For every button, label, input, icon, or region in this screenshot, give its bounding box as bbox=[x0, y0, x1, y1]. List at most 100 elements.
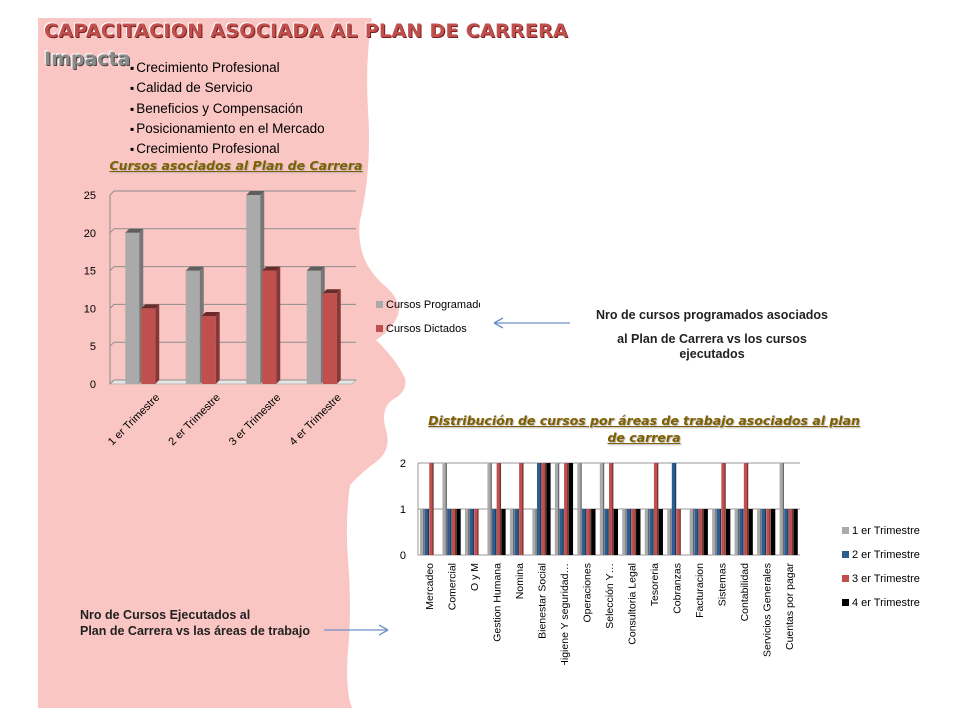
chart2-svg: 0 1 2 Mercadeo Comercial O y M Gestion Humana N… bbox=[400, 458, 920, 665]
note-top-line: ejecutados bbox=[679, 347, 745, 361]
chart2-bar bbox=[541, 463, 546, 555]
chart2-bar bbox=[456, 509, 461, 555]
note-top: Nro de cursos programados asociados al P… bbox=[586, 306, 838, 361]
chart2-bar bbox=[564, 463, 569, 555]
chart1-title: Cursos asociados al Plan de Carrera bbox=[109, 158, 363, 173]
chart2-bar bbox=[743, 463, 748, 555]
chart1-ytick-label: 5 bbox=[90, 341, 96, 353]
chart2-bar-side bbox=[675, 463, 677, 555]
chart2-bar bbox=[689, 509, 694, 555]
chart1-gridline bbox=[109, 379, 115, 385]
chart2-bar-side bbox=[706, 509, 708, 555]
chart1-ytick-label: 25 bbox=[84, 190, 96, 202]
chart1-bar-top bbox=[185, 266, 204, 271]
chart2-legend-label: 3 er Trimestre bbox=[852, 573, 920, 585]
chart1-bar-top bbox=[201, 311, 220, 316]
chart2-bar bbox=[766, 509, 771, 555]
chart2-bar-side bbox=[535, 509, 537, 555]
chart2-bar bbox=[631, 509, 636, 555]
chart2-category-label: Tesoreria bbox=[649, 563, 661, 606]
chart2-bar-side bbox=[724, 463, 726, 555]
chart2-bar bbox=[725, 509, 730, 555]
chart2-bar bbox=[703, 509, 708, 555]
chart2-bar-side bbox=[702, 509, 704, 555]
chart2-bar-side bbox=[445, 463, 447, 555]
chart2-bar-side bbox=[607, 509, 609, 555]
chart2-bar-side bbox=[657, 463, 659, 555]
chart2-bar bbox=[469, 509, 474, 555]
chart2-bar bbox=[671, 463, 676, 555]
chart2-title: Distribución de cursos por áreas de trab… bbox=[428, 413, 860, 445]
chart2-category-label: Comercial bbox=[447, 563, 459, 610]
chart2-bar bbox=[609, 463, 613, 555]
chart2-bar bbox=[667, 509, 672, 555]
chart1-bar-side bbox=[276, 266, 281, 384]
chart2-bar-side bbox=[459, 509, 461, 555]
chart2-bar-side bbox=[589, 509, 591, 555]
chart1-bar-side bbox=[215, 311, 220, 384]
chart2-bar bbox=[546, 463, 551, 555]
chart1-category-label: 4 er Trimestre bbox=[287, 392, 343, 448]
chart2-bar-side bbox=[490, 463, 492, 555]
chart2-legend-label: 2 er Trimestre bbox=[852, 549, 920, 561]
chart1-gridline bbox=[109, 304, 115, 309]
chart2-bar-side bbox=[540, 463, 542, 555]
chart2-bar bbox=[591, 509, 596, 555]
note-bottom-line: Plan de Carrera vs las áreas de trabajo bbox=[80, 624, 310, 638]
chart2-bar-side bbox=[630, 509, 632, 555]
chart1-category-label: 1 er Trimestre bbox=[106, 392, 162, 448]
chart2-bar-side bbox=[517, 509, 519, 555]
bullet-item: Posicionamiento en el Mercado bbox=[130, 119, 324, 139]
chart2-ytick-label: 0 bbox=[400, 550, 406, 562]
chart2-bar-side bbox=[764, 509, 767, 555]
chart2-bar bbox=[492, 509, 497, 555]
chart2-category-label: Selección Y… bbox=[604, 563, 616, 629]
bullet-item: Crecimiento Profesional bbox=[130, 58, 325, 78]
chart2-bar bbox=[554, 463, 559, 555]
chart2-bar bbox=[649, 509, 654, 555]
chart1-ytick-label: 15 bbox=[84, 266, 96, 278]
chart1-bar bbox=[246, 195, 261, 384]
chart2-bar bbox=[734, 509, 739, 555]
chart2-bar-side bbox=[454, 509, 457, 555]
chart2-bar-side bbox=[692, 509, 695, 555]
chart2-bar bbox=[694, 509, 699, 555]
chart2-legend-swatch bbox=[842, 599, 849, 606]
chart2-bar-side bbox=[477, 509, 479, 555]
chart2-bar-side bbox=[791, 509, 794, 555]
chart1-bar bbox=[306, 270, 321, 384]
chart2-bar bbox=[757, 509, 762, 555]
chart1-gridline bbox=[109, 266, 115, 271]
chart2-bar bbox=[496, 463, 501, 555]
chart2-bar-side bbox=[774, 509, 776, 555]
chart2-legend-swatch bbox=[842, 527, 849, 534]
chart2-bar-side bbox=[625, 509, 627, 555]
chart1-bar bbox=[262, 270, 277, 384]
chart2-bar-side bbox=[612, 463, 614, 555]
chart2-category-label: Cuentas por pagar bbox=[784, 563, 796, 650]
chart2-bar bbox=[653, 463, 658, 555]
chart2-ytick-label: 2 bbox=[400, 458, 406, 470]
chart2-bar-side bbox=[549, 463, 551, 555]
chart1-category-label: 2 er Trimestre bbox=[166, 392, 222, 448]
chart2-bar bbox=[424, 509, 429, 555]
chart2-bar bbox=[658, 509, 663, 555]
chart2-bar bbox=[644, 509, 649, 555]
chart1-legend-label: Cursos Dictados bbox=[386, 323, 467, 335]
chart1-bar-top bbox=[262, 266, 281, 271]
chart2-bar-side bbox=[580, 463, 582, 555]
chart2-bar-side bbox=[729, 509, 731, 555]
chart2-bar-side bbox=[652, 509, 654, 555]
chart2-bar bbox=[761, 509, 766, 555]
chart2-bar-side bbox=[719, 509, 722, 555]
chart2-bar bbox=[429, 463, 434, 555]
chart2-bar bbox=[739, 509, 744, 555]
chart2-bar-side bbox=[760, 509, 762, 555]
chart2-bar-side bbox=[432, 463, 434, 555]
chart2-bar bbox=[474, 509, 479, 555]
chart2-bar-side bbox=[634, 509, 636, 555]
chart1-gridline bbox=[109, 341, 115, 347]
chart2-category-label: Consultoria Legal bbox=[626, 563, 638, 645]
chart2-bar bbox=[559, 509, 564, 555]
